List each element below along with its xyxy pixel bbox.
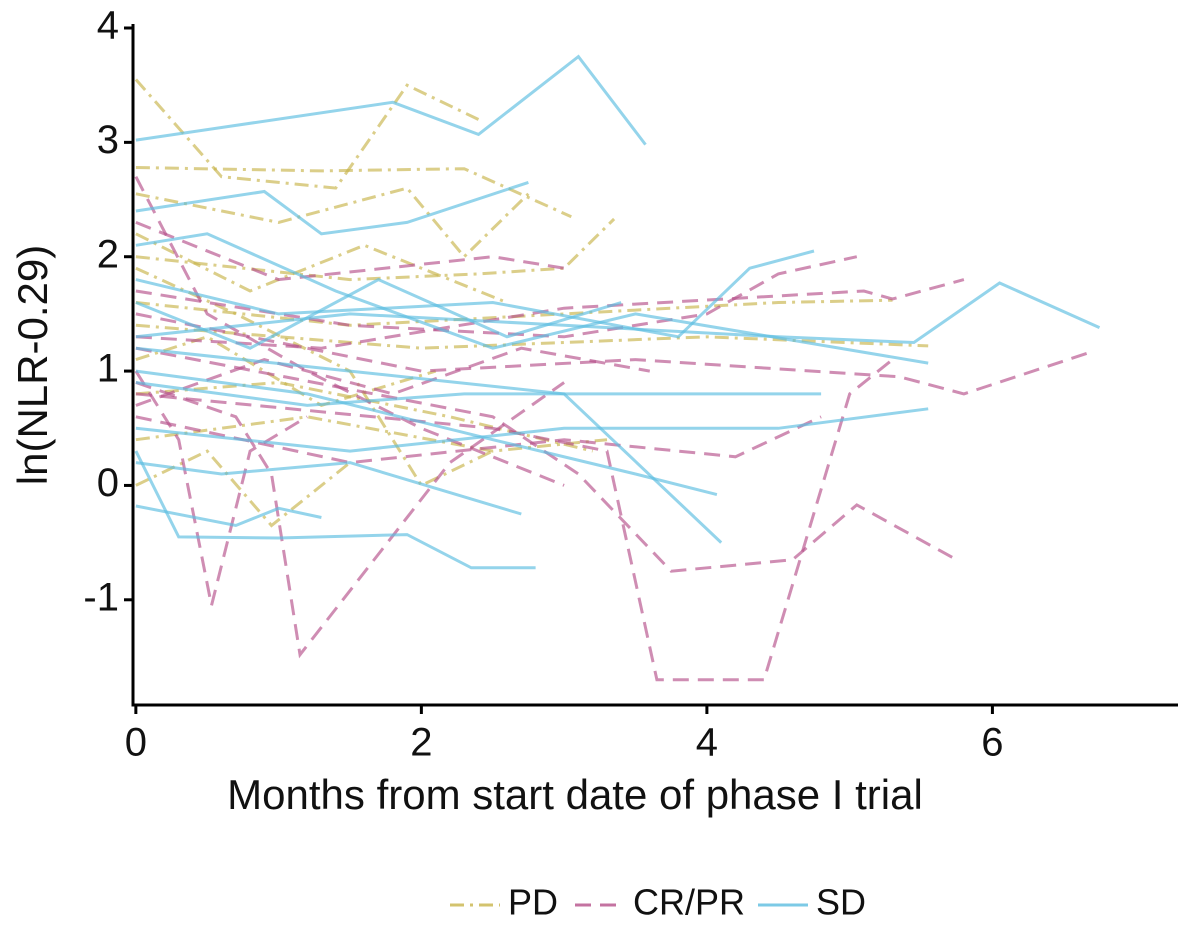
trajectory [135, 415, 822, 465]
x-tick-label: 4 [696, 721, 718, 765]
trajectory [135, 415, 608, 453]
trajectory [135, 358, 894, 682]
trajectory [135, 255, 858, 339]
trajectory [135, 232, 929, 365]
trajectory [135, 312, 1093, 396]
trajectory [135, 369, 718, 497]
trajectory [135, 346, 958, 573]
trajectory [135, 346, 651, 407]
x-tick-label: 0 [125, 721, 147, 765]
legend: PD CR/PR SD [450, 882, 866, 923]
trajectory [134, 176, 565, 487]
trajectory [134, 370, 308, 606]
trajectory [134, 450, 536, 570]
x-axis-title: Months from start date of phase I trial [227, 771, 923, 818]
y-axis-title: ln(NLR-0.29) [9, 245, 56, 485]
trajectory [135, 407, 929, 453]
y-tick-label: 3 [97, 118, 119, 162]
trajectory [135, 277, 622, 350]
legend-label: CR/PR [633, 882, 745, 923]
x-tick-label: 2 [410, 721, 432, 765]
trajectory [135, 54, 647, 146]
trajectory [135, 249, 815, 339]
y-tick-label: 2 [97, 232, 119, 276]
x-tick-label: 6 [981, 721, 1003, 765]
trajectory [135, 232, 508, 304]
trajectory [135, 461, 522, 516]
trajectory [135, 381, 822, 407]
trajectory [135, 186, 530, 259]
y-tick-label: 1 [97, 347, 119, 391]
trajectory [135, 381, 565, 659]
plot-lines [134, 54, 1101, 682]
trajectory [135, 221, 565, 282]
legend-label: SD [816, 882, 866, 923]
trajectory [135, 278, 965, 350]
trajectory [135, 166, 572, 219]
trajectory [135, 380, 594, 453]
trajectory [135, 504, 322, 528]
y-tick-label: 0 [97, 461, 119, 505]
y-tick-label: 4 [97, 4, 119, 48]
trajectory [135, 346, 723, 544]
legend-label: PD [508, 882, 558, 923]
trajectory [135, 180, 529, 236]
y-tick-label: -1 [83, 575, 119, 619]
trajectory [134, 78, 480, 190]
trajectory [135, 335, 437, 408]
